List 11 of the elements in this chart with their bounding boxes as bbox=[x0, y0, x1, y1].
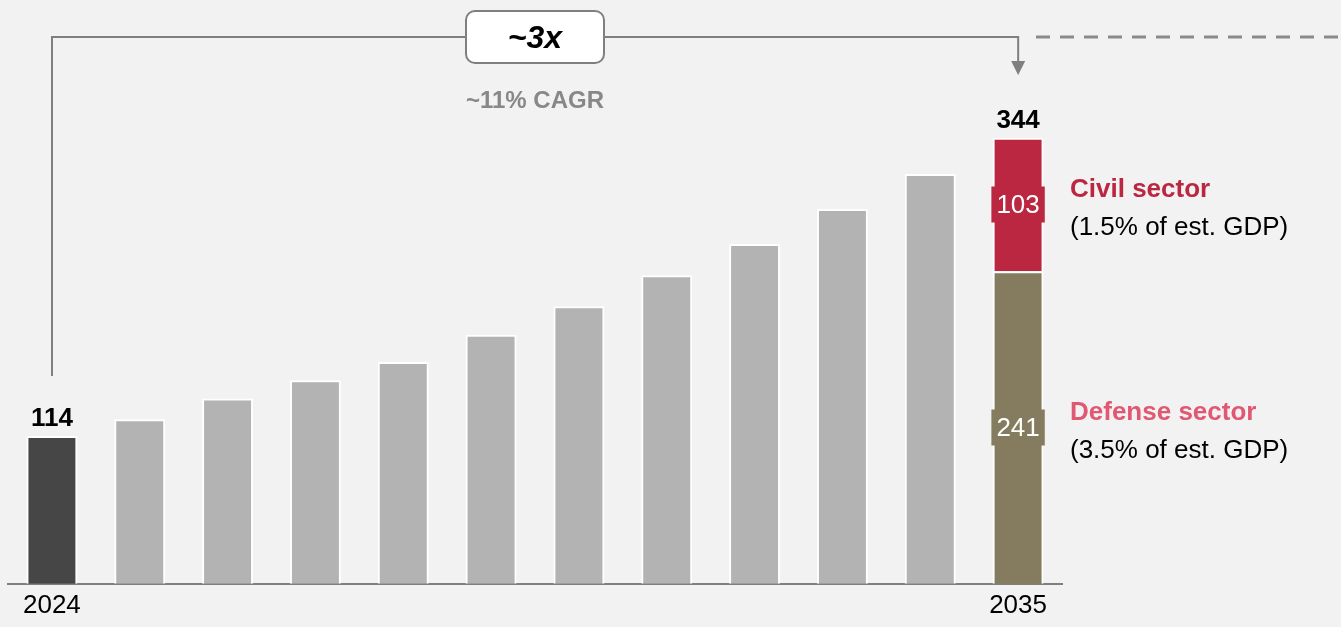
legend-label: Defense sector bbox=[1070, 395, 1257, 426]
total-label: 344 bbox=[996, 103, 1041, 134]
x-tick-label: 2024 bbox=[22, 588, 81, 619]
data-label: 103 bbox=[996, 188, 1040, 219]
x-tick-label: 2035 bbox=[989, 588, 1048, 619]
text: (1.5% of est. GDP) bbox=[1070, 210, 1289, 241]
legend-label: Civil sector bbox=[1070, 172, 1211, 203]
text: (3.5% of est. GDP) bbox=[1070, 433, 1289, 464]
data-label: 241 bbox=[996, 411, 1040, 442]
data-label: 114 bbox=[30, 402, 74, 433]
text: ~11% CAGR bbox=[464, 86, 606, 114]
